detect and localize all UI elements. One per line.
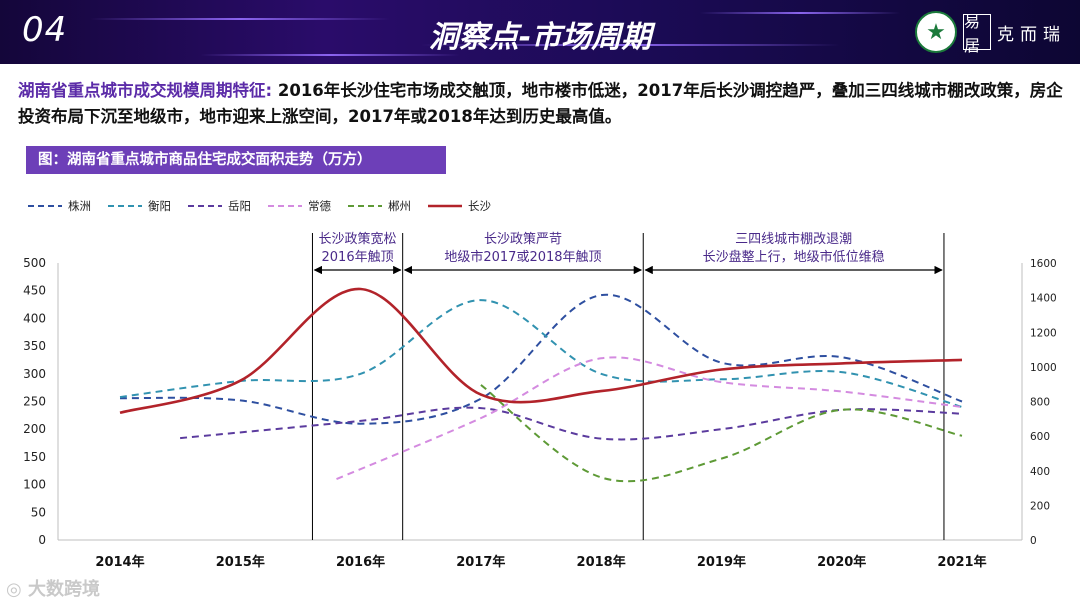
figure-caption: 图：湖南省重点城市商品住宅成交面积走势（万方）	[26, 146, 446, 174]
y-left-tick-label: 250	[23, 395, 46, 409]
header-banner: 04 洞察点-市场周期 ★ 易居 克而瑞	[0, 0, 1080, 64]
decor-streak	[90, 18, 390, 20]
x-tick-label: 2021年	[937, 554, 986, 570]
watermark-text: 大数跨境	[27, 579, 100, 600]
section-number: 04	[22, 10, 68, 50]
x-tick-label: 2020年	[817, 554, 866, 570]
series-line-岳阳	[180, 406, 963, 441]
y-left-tick-label: 450	[23, 284, 46, 298]
brand-text: 克而瑞	[997, 24, 1066, 45]
y-left-tick-label: 400	[23, 311, 46, 325]
legend-label: 常德	[308, 199, 331, 213]
x-tick-label: 2016年	[336, 554, 385, 570]
x-tick-label: 2019年	[697, 554, 746, 570]
y-left-tick-label: 0	[38, 533, 46, 547]
decor-streak	[420, 44, 840, 46]
y-left-tick-label: 350	[23, 339, 46, 353]
y-right-tick-label: 1400	[1030, 293, 1057, 305]
annotation-label: 三四线城市棚改退潮	[735, 231, 852, 247]
decor-streak	[700, 12, 900, 14]
annotation-label: 长沙政策宽松	[319, 231, 397, 247]
star-emblem-icon: ★	[915, 11, 957, 53]
legend: 株洲 衡阳 岳阳 常德 郴州 长沙	[28, 199, 491, 213]
description-body: 2016年长沙住宅市场成交触顶，地市楼市低迷，2017年后长沙调控趋严，叠加三四…	[18, 81, 1063, 126]
annotation-label: 长沙盘整上行，地级市低位维稳	[703, 249, 885, 265]
y-left-tick-label: 300	[23, 367, 46, 381]
description-lead: 湖南省重点城市成交规模周期特征:	[18, 81, 273, 100]
legend-label: 长沙	[468, 199, 491, 213]
x-tick-label: 2018年	[577, 554, 626, 570]
annotation-label: 2016年触顶	[322, 250, 394, 265]
y-right-tick-label: 600	[1030, 431, 1050, 443]
series-line-衡阳	[119, 299, 963, 408]
brand-mark: 易居	[963, 12, 991, 55]
watermark: ◎ 大数跨境	[6, 579, 100, 600]
chart-axes	[57, 263, 1023, 541]
y-left-tick-label: 50	[31, 505, 46, 519]
x-tick-label: 2015年	[216, 554, 265, 570]
brand-logo: ★ 易居 克而瑞	[915, 10, 1066, 55]
chart-series	[119, 287, 963, 483]
y-left-tick-label: 100	[23, 478, 46, 492]
y-right-tick-label: 1000	[1030, 362, 1057, 374]
decor-streak	[200, 54, 460, 56]
description: 湖南省重点城市成交规模周期特征: 2016年长沙住宅市场成交触顶，地市楼市低迷，…	[18, 78, 1068, 130]
series-line-常德	[336, 356, 963, 481]
legend-label: 株洲	[68, 199, 91, 213]
x-tick-label: 2014年	[95, 554, 144, 570]
y-right-tick-label: 800	[1030, 397, 1050, 409]
y-right-tick-label: 1600	[1030, 258, 1057, 270]
y-right-tick-label: 400	[1030, 466, 1050, 478]
y-right-tick-label: 0	[1030, 535, 1037, 547]
series-line-郴州	[480, 384, 963, 483]
annotation-label: 地级市2017或2018年触顶	[444, 249, 601, 265]
y-left-tick-label: 500	[23, 256, 46, 270]
y-right-tick-label: 200	[1030, 500, 1050, 512]
series-line-株洲	[119, 293, 963, 425]
x-tick-label: 2017年	[456, 554, 505, 570]
y-right-tick-label: 1200	[1030, 327, 1057, 339]
annotation-label: 长沙政策严苛	[484, 231, 562, 247]
page-title: 洞察点-市场周期	[428, 20, 652, 55]
legend-label: 岳阳	[228, 199, 251, 213]
legend-label: 衡阳	[148, 199, 171, 213]
y-left-tick-label: 200	[23, 422, 46, 436]
line-chart: 株洲 衡阳 岳阳 常德 郴州 长沙 长沙政策宽松 2016年触顶 长沙政策严苛地级市2017或…	[23, 199, 1057, 570]
series-line-长沙	[119, 287, 963, 415]
chart-ticks: 0 50 100 150 200 250 300 350 400 450 500 0 200 400 600…	[23, 256, 1057, 570]
legend-label: 郴州	[388, 199, 411, 213]
y-left-tick-label: 150	[23, 450, 46, 464]
